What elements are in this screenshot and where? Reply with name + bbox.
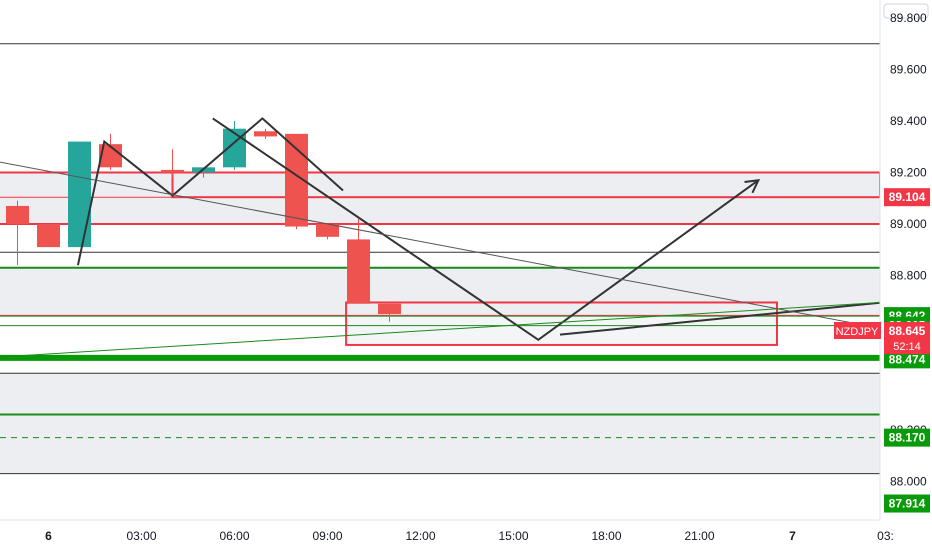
time-tick-label: 03:00 xyxy=(126,529,156,543)
candle-body-9 xyxy=(285,133,308,227)
price-tick-label: 89.000 xyxy=(890,217,927,231)
candle-body-5 xyxy=(161,169,184,173)
candle-body-2 xyxy=(37,223,60,248)
price-label: 88.474 xyxy=(889,352,926,366)
candles-layer xyxy=(6,120,401,322)
zone-5 xyxy=(345,301,778,346)
price-tick-label: 89.600 xyxy=(890,63,927,77)
zones-layer xyxy=(0,171,881,474)
projection-arrowhead xyxy=(744,178,761,194)
zone-4 xyxy=(0,414,880,474)
time-tick-label: 06:00 xyxy=(219,529,249,543)
time-tick-label: 6 xyxy=(45,529,52,543)
candle-body-3 xyxy=(68,141,91,248)
time-tick-label: 12:00 xyxy=(405,529,435,543)
symbol-label: NZDJPY xyxy=(836,326,879,338)
zone-1 xyxy=(171,171,881,199)
price-tick-label: 88.800 xyxy=(890,268,927,282)
time-tick-label: 18:00 xyxy=(591,529,621,543)
price-tick-label: 89.400 xyxy=(890,114,927,128)
price-tick-label: 88.000 xyxy=(890,474,927,488)
trend-drawing-1[interactable] xyxy=(212,117,759,342)
trend-drawing-3[interactable] xyxy=(0,160,902,333)
time-axis[interactable]: 6 03:00 06:00 09:00 12:00 15:00 18:00 21:00 7 03: xyxy=(0,519,932,550)
candle-body-8 xyxy=(254,131,277,137)
price-label-bg xyxy=(884,350,930,369)
price-label-bg xyxy=(884,188,930,207)
trend-drawing-2[interactable] xyxy=(559,301,883,336)
price-levels-layer xyxy=(0,43,880,475)
trend-drawing-0[interactable] xyxy=(76,117,344,266)
symbol-badge[interactable]: NZDJPY xyxy=(834,322,881,339)
last-price-value: 88.645 xyxy=(889,324,926,338)
price-label-bg xyxy=(884,494,930,513)
candle-body-10 xyxy=(316,223,339,237)
price-label: 88.170 xyxy=(889,431,926,445)
time-tick-label: 03: xyxy=(877,529,894,543)
time-tick-label: 15:00 xyxy=(498,529,528,543)
price-label: 87.914 xyxy=(889,497,926,511)
candle-body-12 xyxy=(378,303,401,315)
candle-body-11 xyxy=(347,239,370,304)
price-label: 89.104 xyxy=(889,190,926,204)
time-tick-label: 7 xyxy=(789,529,796,543)
countdown-timer: 52:14 xyxy=(893,341,921,353)
last-price-badge: 88.645 52:14 xyxy=(884,322,930,354)
time-tick-label: 09:00 xyxy=(312,529,342,543)
drawings-layer xyxy=(0,117,902,358)
zone-3 xyxy=(0,373,880,415)
candle-body-1 xyxy=(6,205,29,224)
trend-drawing-4[interactable] xyxy=(0,300,902,358)
price-label-bg xyxy=(884,428,930,447)
price-tick-label: 89.200 xyxy=(890,165,927,179)
price-tick-label: 89.800 xyxy=(890,11,927,25)
time-tick-label: 21:00 xyxy=(684,529,714,543)
